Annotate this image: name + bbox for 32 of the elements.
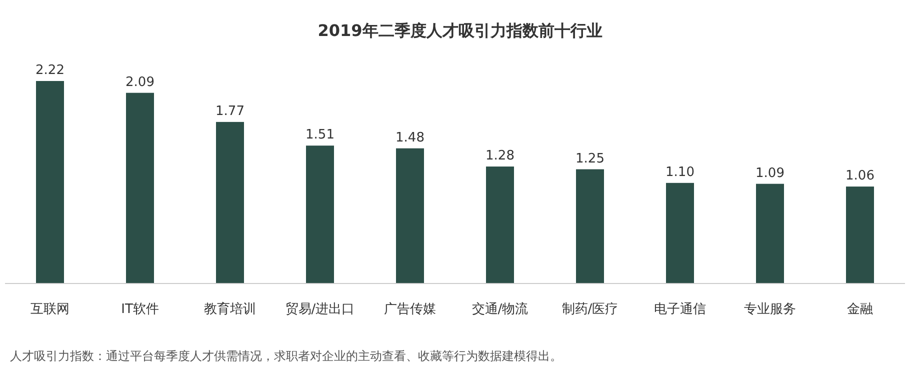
bar <box>846 186 874 283</box>
x-tick-label: 互联网 <box>30 302 70 317</box>
bar <box>576 169 604 283</box>
x-tick-label: 教育培训 <box>204 301 256 317</box>
x-tick-label: 交通/物流 <box>472 301 528 317</box>
data-label: 1.28 <box>486 148 514 164</box>
data-label: 1.06 <box>846 168 874 184</box>
bar <box>666 182 694 283</box>
data-label: 2.09 <box>126 74 154 90</box>
data-label: 1.48 <box>396 130 424 146</box>
data-label: 2.22 <box>36 63 64 78</box>
text: 人才吸引力指数：通过平台每季度人才供需情况，求职者对企业的主动查看、收藏等行为数据建模得出。 <box>10 349 562 363</box>
bar <box>396 148 424 283</box>
bar <box>306 146 334 283</box>
bar <box>126 92 154 283</box>
data-label: 1.51 <box>306 128 334 143</box>
x-tick-label: 金融 <box>847 302 873 317</box>
bar <box>36 81 64 283</box>
x-tick-label: 专业服务 <box>744 302 796 317</box>
x-tick-label: IT软件 <box>121 302 159 317</box>
data-label: 1.09 <box>756 166 784 181</box>
x-tick-label: 电子通信 <box>654 302 706 317</box>
x-tick-label: 制药/医疗 <box>562 302 618 317</box>
x-tick-label: 广告传媒 <box>384 302 436 317</box>
bar <box>216 122 244 283</box>
bar <box>486 166 514 283</box>
data-label: 1.77 <box>216 104 244 119</box>
data-label: 1.25 <box>576 151 604 166</box>
bar <box>756 184 784 283</box>
chart-title: 2019年二季度人才吸引力指数前十行业 <box>318 21 602 40</box>
data-label: 1.10 <box>666 164 694 180</box>
x-tick-label: 贸易/进出口 <box>285 302 355 317</box>
